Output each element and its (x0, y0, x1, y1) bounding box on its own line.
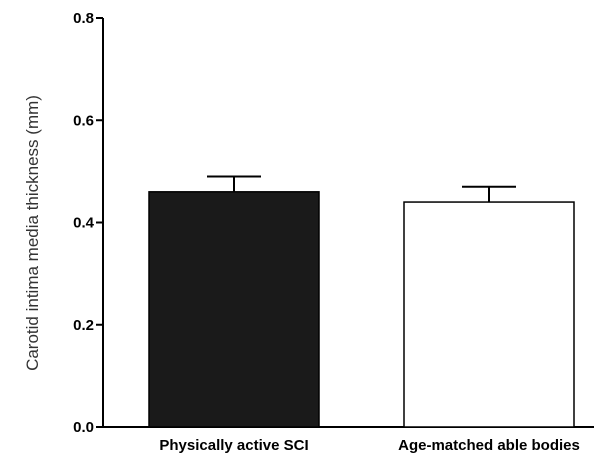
y-tick-label-3: 0.6 (73, 112, 94, 129)
category-label-1: Age-matched able bodies (398, 437, 580, 454)
y-tick-label-0: 0.0 (73, 419, 94, 436)
y-tick-label-2: 0.4 (73, 215, 95, 232)
y-axis-label: Carotid intima media thickness (mm) (23, 95, 42, 371)
y-tick-label-1: 0.2 (73, 317, 94, 334)
category-labels: Physically active SCI Age-matched able bo… (159, 437, 579, 454)
y-tick-label-4: 0.8 (73, 10, 94, 27)
bar-0 (148, 191, 320, 428)
bars (148, 175, 575, 428)
bar-1 (403, 201, 575, 428)
category-label-0: Physically active SCI (159, 437, 308, 454)
y-ticks: 0.0 0.2 0.4 0.6 0.8 (73, 10, 103, 436)
